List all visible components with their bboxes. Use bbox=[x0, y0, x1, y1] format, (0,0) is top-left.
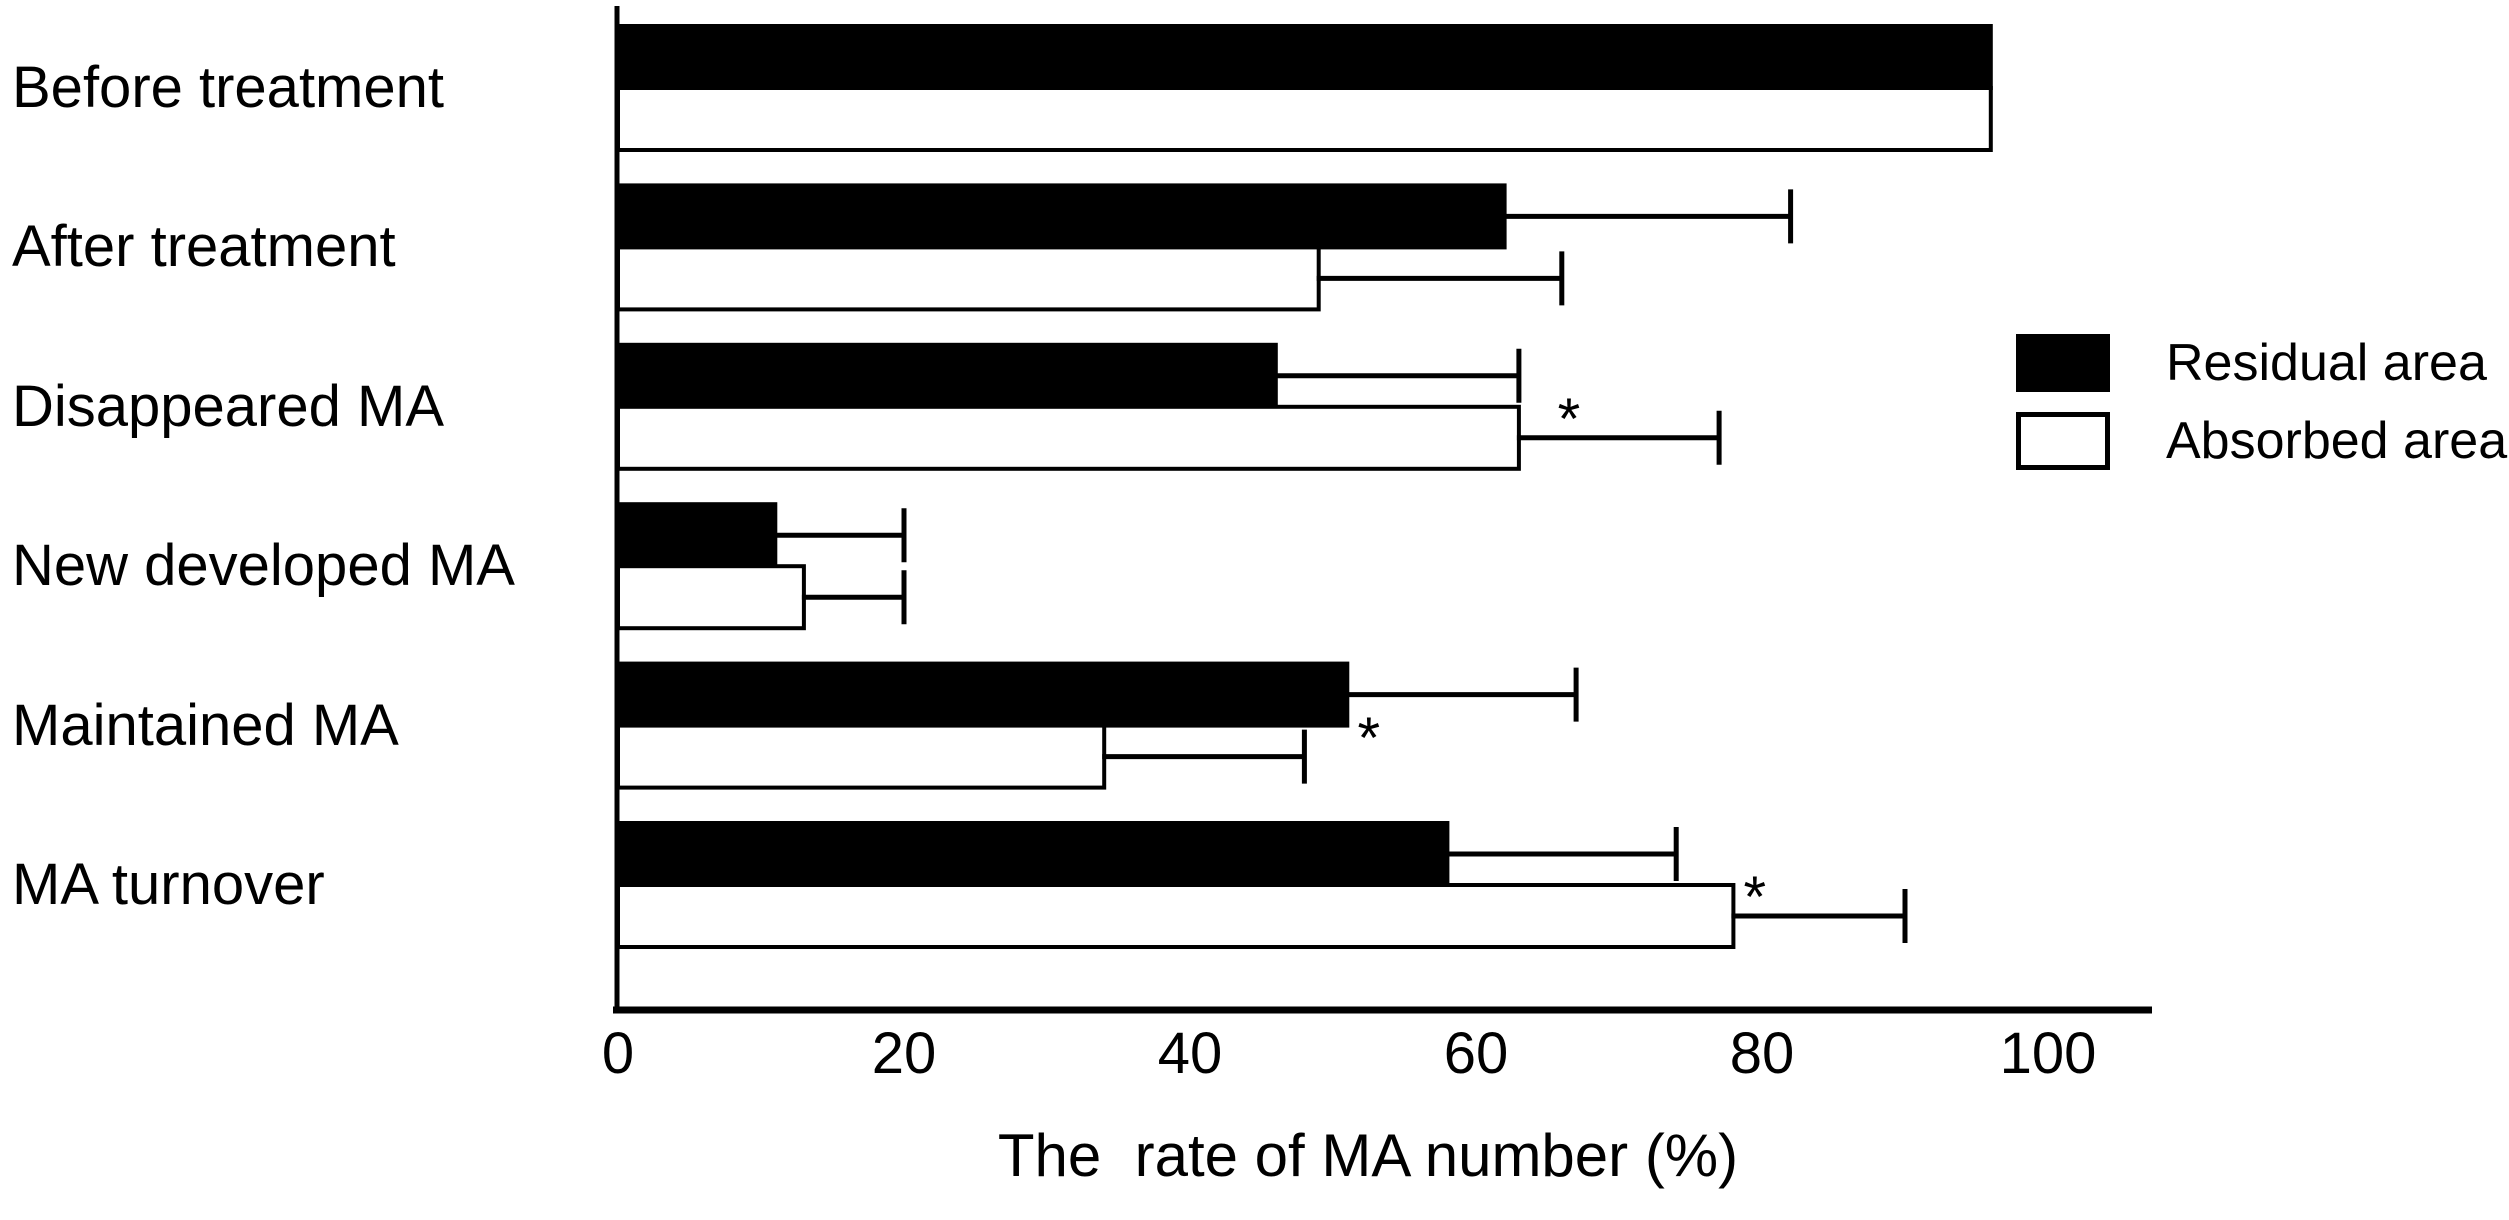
x-tick-label-40: 40 bbox=[1157, 1021, 1223, 1086]
legend-swatch-residual-area bbox=[2016, 334, 2110, 392]
legend-swatch-absorbed-area bbox=[2016, 412, 2110, 470]
significance-asterisk-row4: * bbox=[1357, 705, 1381, 771]
significance-asterisk-row2: * bbox=[1557, 386, 1581, 452]
x-tick-label-100: 100 bbox=[1999, 1021, 2097, 1086]
bar-absorbed-row4 bbox=[616, 723, 1107, 790]
bar-absorbed-row1 bbox=[616, 245, 1321, 312]
significance-asterisk-row5: * bbox=[1743, 865, 1767, 930]
bar-residual-row1 bbox=[616, 183, 1507, 250]
x-tick-label-20: 20 bbox=[871, 1021, 937, 1086]
category-label-row1: After treatment bbox=[12, 214, 396, 280]
bar-residual-row4 bbox=[616, 661, 1350, 728]
x-tick-label-60: 60 bbox=[1443, 1021, 1509, 1086]
bar-residual-row2 bbox=[616, 342, 1278, 409]
x-axis-title: The rate of MA number (%) bbox=[997, 1122, 1739, 1189]
category-label-row5: MA turnover bbox=[12, 852, 325, 917]
legend-label-absorbed-area: Absorbed area bbox=[2166, 412, 2508, 470]
bar-absorbed-row3 bbox=[616, 564, 806, 631]
bar-residual-row5 bbox=[616, 821, 1450, 887]
x-tick-label-0: 0 bbox=[601, 1021, 635, 1086]
bar-residual-row3 bbox=[616, 502, 778, 569]
bar-absorbed-row2 bbox=[616, 404, 1521, 471]
bar-absorbed-row5 bbox=[616, 883, 1736, 949]
category-label-row4: Maintained MA bbox=[12, 692, 399, 758]
category-label-row0: Before treatment bbox=[12, 55, 444, 120]
category-label-row3: New developed MA bbox=[12, 533, 515, 599]
category-label-row2: Disappeared MA bbox=[12, 373, 444, 439]
legend-label-residual-area: Residual area bbox=[2166, 334, 2487, 392]
x-tick-label-80: 80 bbox=[1729, 1021, 1795, 1086]
bar-residual-row0 bbox=[616, 24, 1993, 90]
bar-absorbed-row0 bbox=[616, 86, 1993, 152]
